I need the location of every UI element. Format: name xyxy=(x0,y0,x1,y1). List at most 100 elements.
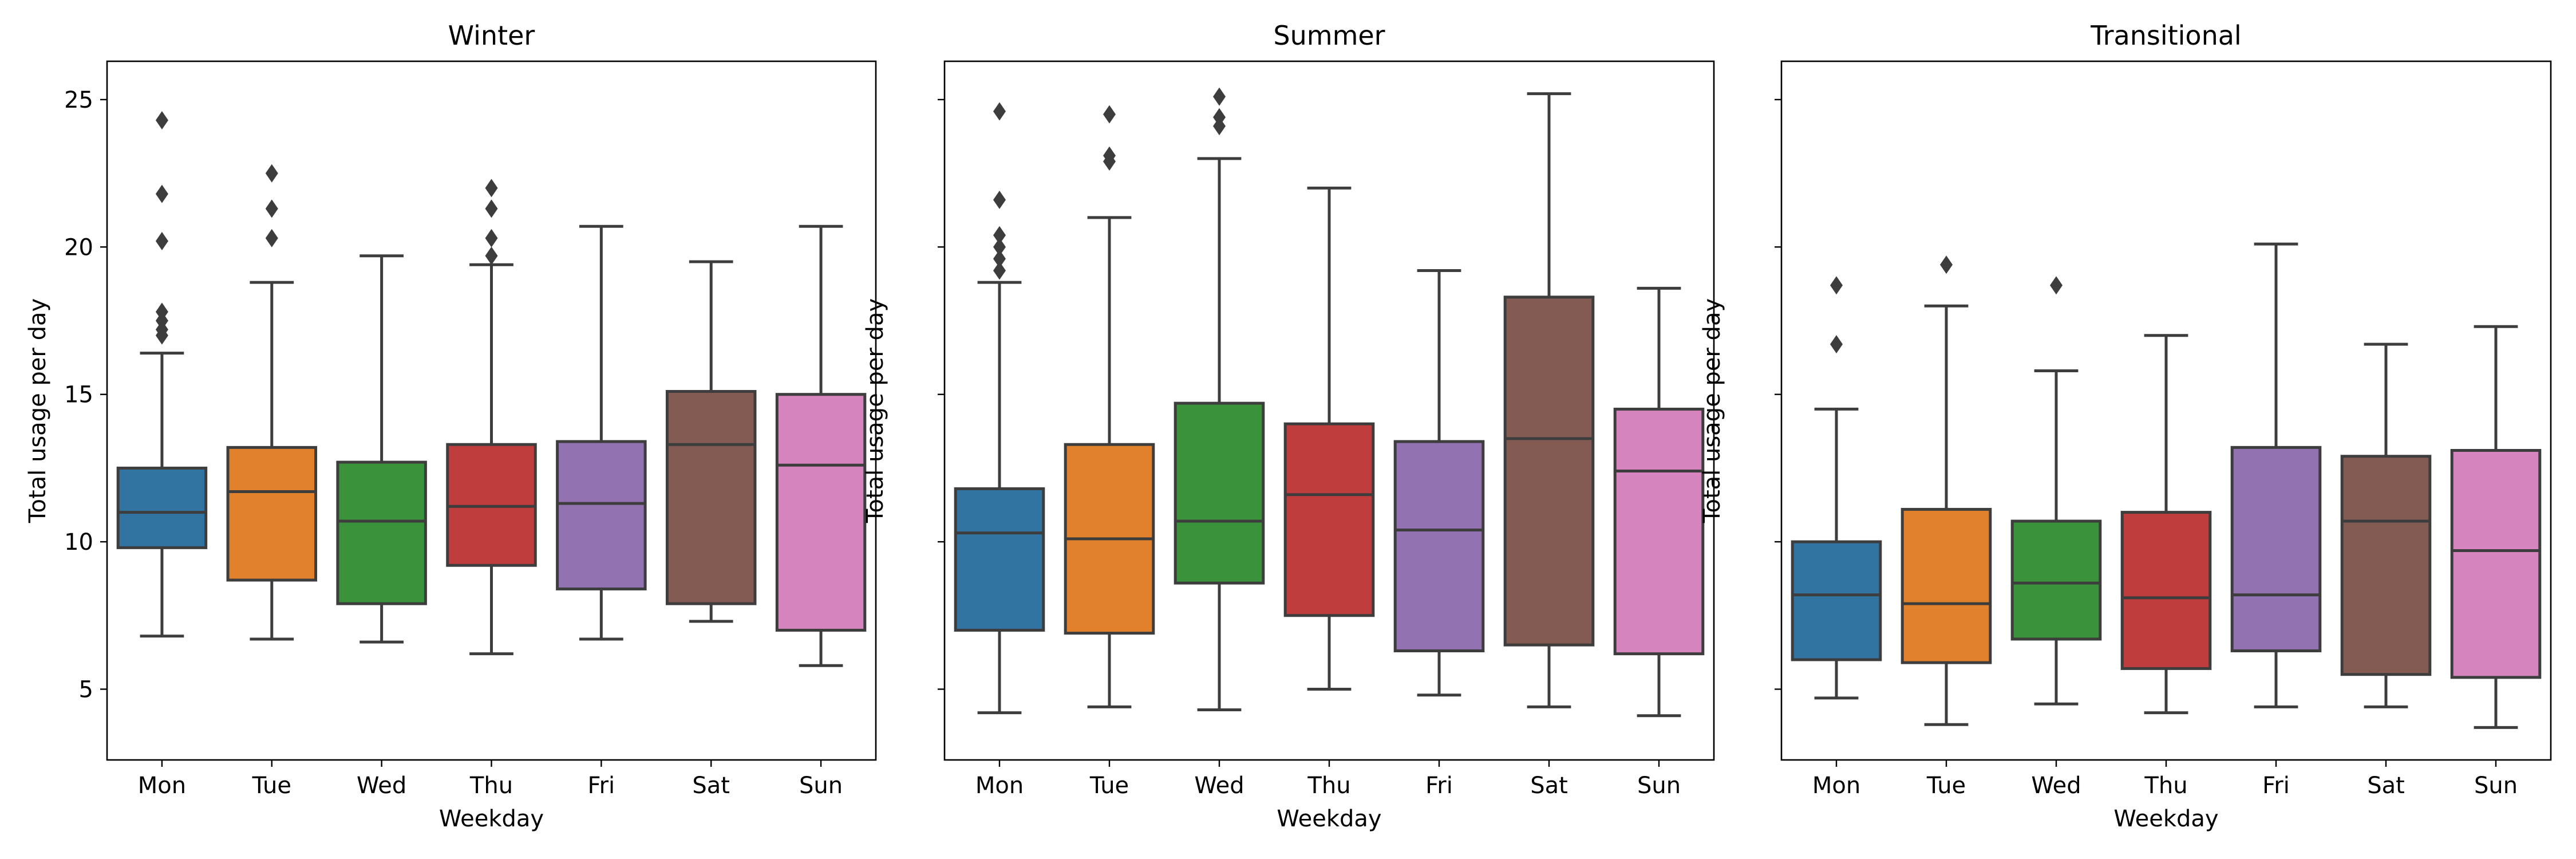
outlier-point xyxy=(155,302,168,321)
box-tue xyxy=(1064,105,1155,708)
panel-transitional: Mon Tue Wed Thu Fri Sat Sun Transitional Weekday… xyxy=(1699,20,2552,832)
outlier-point xyxy=(993,190,1006,209)
box-sat xyxy=(2340,342,2432,708)
box-sat xyxy=(1503,92,1595,708)
outlier-point xyxy=(265,199,278,218)
iqr-box xyxy=(954,487,1045,632)
iqr-box xyxy=(1901,507,1992,664)
x-tick-label: Wed xyxy=(1194,773,1244,799)
iqr-box xyxy=(226,446,318,582)
y-tick-label: 25 xyxy=(64,87,93,113)
outlier-point xyxy=(485,228,498,247)
box-wed xyxy=(1174,87,1265,711)
outlier-point xyxy=(1830,276,1843,295)
x-tick-label: Fri xyxy=(1425,773,1453,799)
box-tue xyxy=(1901,255,1992,726)
outlier-point xyxy=(485,179,498,198)
box-sun xyxy=(775,224,867,667)
box-thu xyxy=(1283,186,1375,691)
outlier-point xyxy=(155,111,168,129)
x-tick-label: Tue xyxy=(1089,773,1129,799)
box-wed xyxy=(336,254,427,644)
panel-summer: Mon Tue Wed Thu Fri Sat Sun Summer Weekday Total … xyxy=(862,20,1715,832)
iqr-box xyxy=(2340,455,2432,676)
iqr-box xyxy=(446,443,537,567)
outlier-point xyxy=(265,164,278,183)
y-tick-label: 15 xyxy=(64,382,93,408)
outlier-point xyxy=(1940,255,1953,274)
x-axis-label: Weekday xyxy=(2113,806,2218,832)
box-fri xyxy=(2230,242,2322,708)
y-axis-label: Total usage per day xyxy=(1699,298,1725,523)
y-tick-label: 5 xyxy=(79,676,93,703)
iqr-box xyxy=(1174,401,1265,585)
iqr-box xyxy=(2230,446,2322,653)
box-mon xyxy=(116,111,208,638)
outlier-point xyxy=(1103,105,1116,124)
outlier-point xyxy=(1213,108,1226,127)
iqr-box xyxy=(1613,407,1705,656)
x-tick-label: Sat xyxy=(2367,773,2405,799)
x-tick-label: Thu xyxy=(1307,773,1350,799)
iqr-box xyxy=(556,440,647,590)
box-wed xyxy=(2010,276,2102,706)
outlier-point xyxy=(993,249,1006,268)
chart-title: Winter xyxy=(448,20,535,51)
iqr-box xyxy=(2010,519,2102,641)
outlier-point xyxy=(485,199,498,218)
outlier-point xyxy=(993,238,1006,257)
outlier-point xyxy=(2050,276,2063,295)
x-tick-label: Thu xyxy=(2144,773,2187,799)
box-tue xyxy=(226,164,318,641)
outlier-point xyxy=(993,226,1006,245)
outlier-point xyxy=(155,232,168,251)
x-tick-label: Tue xyxy=(252,773,291,799)
x-tick-label: Tue xyxy=(1926,773,1966,799)
x-tick-label: Fri xyxy=(2262,773,2290,799)
box-fri xyxy=(1393,269,1485,697)
x-axis-label: Weekday xyxy=(1277,806,1381,832)
x-tick-label: Wed xyxy=(2031,773,2081,799)
x-tick-label: Sat xyxy=(692,773,730,799)
y-axis-label: Total usage per day xyxy=(862,298,888,523)
iqr-box xyxy=(336,460,427,605)
iqr-box xyxy=(116,466,208,549)
outlier-point xyxy=(1103,146,1116,165)
outlier-point xyxy=(993,261,1006,280)
box-mon xyxy=(954,102,1045,715)
outlier-point xyxy=(485,246,498,265)
y-tick-label: 20 xyxy=(64,234,93,261)
iqr-box xyxy=(2120,511,2212,670)
x-tick-label: Wed xyxy=(357,773,406,799)
iqr-box xyxy=(1503,295,1595,647)
box-sun xyxy=(2450,325,2542,729)
chart-title: Summer xyxy=(1273,20,1385,51)
x-tick-label: Mon xyxy=(1812,773,1860,799)
iqr-box xyxy=(2450,448,2542,679)
outlier-point xyxy=(1830,335,1843,354)
y-tick-label: 10 xyxy=(64,529,93,555)
x-tick-label: Fri xyxy=(588,773,615,799)
x-tick-label: Sun xyxy=(799,773,843,799)
x-tick-label: Sun xyxy=(1637,773,1681,799)
box-thu xyxy=(2120,334,2212,715)
panel-winter: 5 10 15 20 25 Mon Tue Wed Thu Fri Sat Sun Winter Week… xyxy=(25,20,877,832)
x-tick-label: Mon xyxy=(138,773,186,799)
outlier-point xyxy=(265,228,278,247)
x-tick-label: Sat xyxy=(1530,773,1568,799)
iqr-box xyxy=(775,393,867,632)
outlier-point xyxy=(1213,87,1226,106)
box-fri xyxy=(556,224,647,641)
chart-title: Transitional xyxy=(2090,20,2241,51)
box-mon xyxy=(1791,276,1882,700)
box-thu xyxy=(446,179,537,656)
x-axis-label: Weekday xyxy=(439,806,544,832)
x-tick-label: Thu xyxy=(469,773,513,799)
iqr-box xyxy=(1283,422,1375,617)
iqr-box xyxy=(665,390,757,605)
box-sat xyxy=(665,260,757,623)
outlier-point xyxy=(155,184,168,203)
iqr-box xyxy=(1393,440,1485,653)
x-tick-label: Mon xyxy=(975,773,1024,799)
